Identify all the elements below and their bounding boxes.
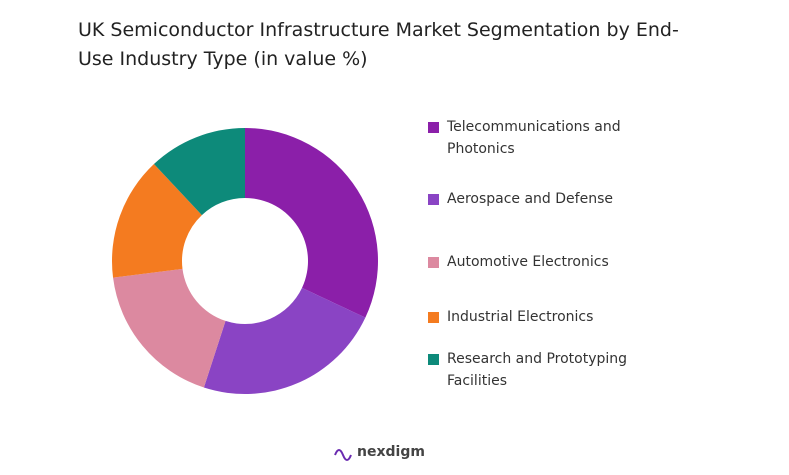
legend-swatch <box>428 122 439 133</box>
chart-title: UK Semiconductor Infrastructure Market S… <box>78 19 679 70</box>
donut-slice <box>112 164 202 278</box>
legend-label: Telecommunications and Photonics <box>447 119 621 157</box>
legend-label: Research and Prototyping Facilities <box>447 351 628 389</box>
legend-item: Industrial Electronics <box>428 306 658 328</box>
legend-swatch <box>428 312 439 323</box>
legend-item: Research and Prototyping Facilities <box>428 348 658 392</box>
legend-item: Telecommunications and Photonics <box>428 116 658 160</box>
donut-slice <box>245 128 379 318</box>
legend-swatch <box>428 194 439 205</box>
legend-item: Aerospace and Defense <box>428 188 658 210</box>
donut-slice <box>153 128 245 216</box>
legend-swatch <box>428 257 439 268</box>
brand-icon <box>334 449 352 461</box>
donut-slice <box>203 287 366 394</box>
legend-label: Industrial Electronics <box>447 309 594 325</box>
legend-label: Automotive Electronics <box>447 254 609 270</box>
brand: nexdigm <box>357 444 425 460</box>
legend-swatch <box>428 354 439 365</box>
donut-slice <box>113 268 226 388</box>
legend-label: Aerospace and Defense <box>447 191 613 207</box>
legend-item: Automotive Electronics <box>428 251 658 273</box>
